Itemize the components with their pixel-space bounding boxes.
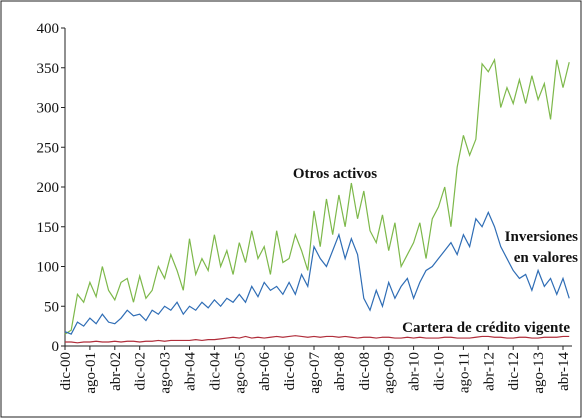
- x-tick-label: abr-14: [556, 352, 572, 391]
- x-tick-label: ago-09: [382, 352, 398, 394]
- x-tick-label: dic-06: [282, 352, 298, 391]
- x-tick-label: ago-01: [83, 352, 99, 394]
- x-tick-label: dic-10: [432, 352, 448, 390]
- x-tick-label: ago-03: [158, 352, 174, 394]
- x-tick-label: abr-10: [407, 352, 423, 391]
- y-tick-label: 0: [52, 339, 60, 355]
- series-line: [65, 335, 570, 344]
- annotation: Otros activos: [293, 166, 377, 182]
- x-tick-label: dic-02: [133, 352, 149, 390]
- y-tick-label: 350: [37, 61, 60, 77]
- x-tick-label: abr-04: [183, 352, 199, 391]
- annotation: en valores: [514, 250, 578, 266]
- series-line: [64, 57, 570, 335]
- x-tick-label: dic-00: [58, 352, 74, 390]
- x-tick-label: abr-12: [481, 352, 497, 391]
- y-tick-label: 50: [44, 299, 59, 315]
- annotation: Inversiones: [505, 229, 579, 245]
- x-tick-label: dic-12: [506, 352, 522, 390]
- y-tick-label: 150: [37, 220, 60, 236]
- x-tick-label: ago-11: [456, 352, 472, 393]
- y-tick-label: 400: [37, 21, 60, 37]
- y-tick-label: 300: [37, 101, 60, 117]
- x-tick-label: abr-02: [108, 352, 124, 391]
- x-tick-label: dic-08: [357, 352, 373, 390]
- x-tick-label: abr-08: [332, 352, 348, 391]
- x-tick-label: dic-04: [207, 352, 223, 391]
- x-tick-label: abr-06: [257, 352, 273, 391]
- y-tick-label: 250: [37, 140, 60, 156]
- x-tick-label: ago-13: [531, 352, 547, 394]
- x-tick-label: ago-07: [307, 352, 323, 394]
- annotation: Cartera de crédito vigente: [402, 320, 570, 336]
- y-tick-label: 100: [37, 260, 60, 276]
- y-tick-label: 200: [37, 180, 60, 196]
- series-line: [64, 210, 570, 335]
- x-tick-label: ago-05: [232, 352, 248, 394]
